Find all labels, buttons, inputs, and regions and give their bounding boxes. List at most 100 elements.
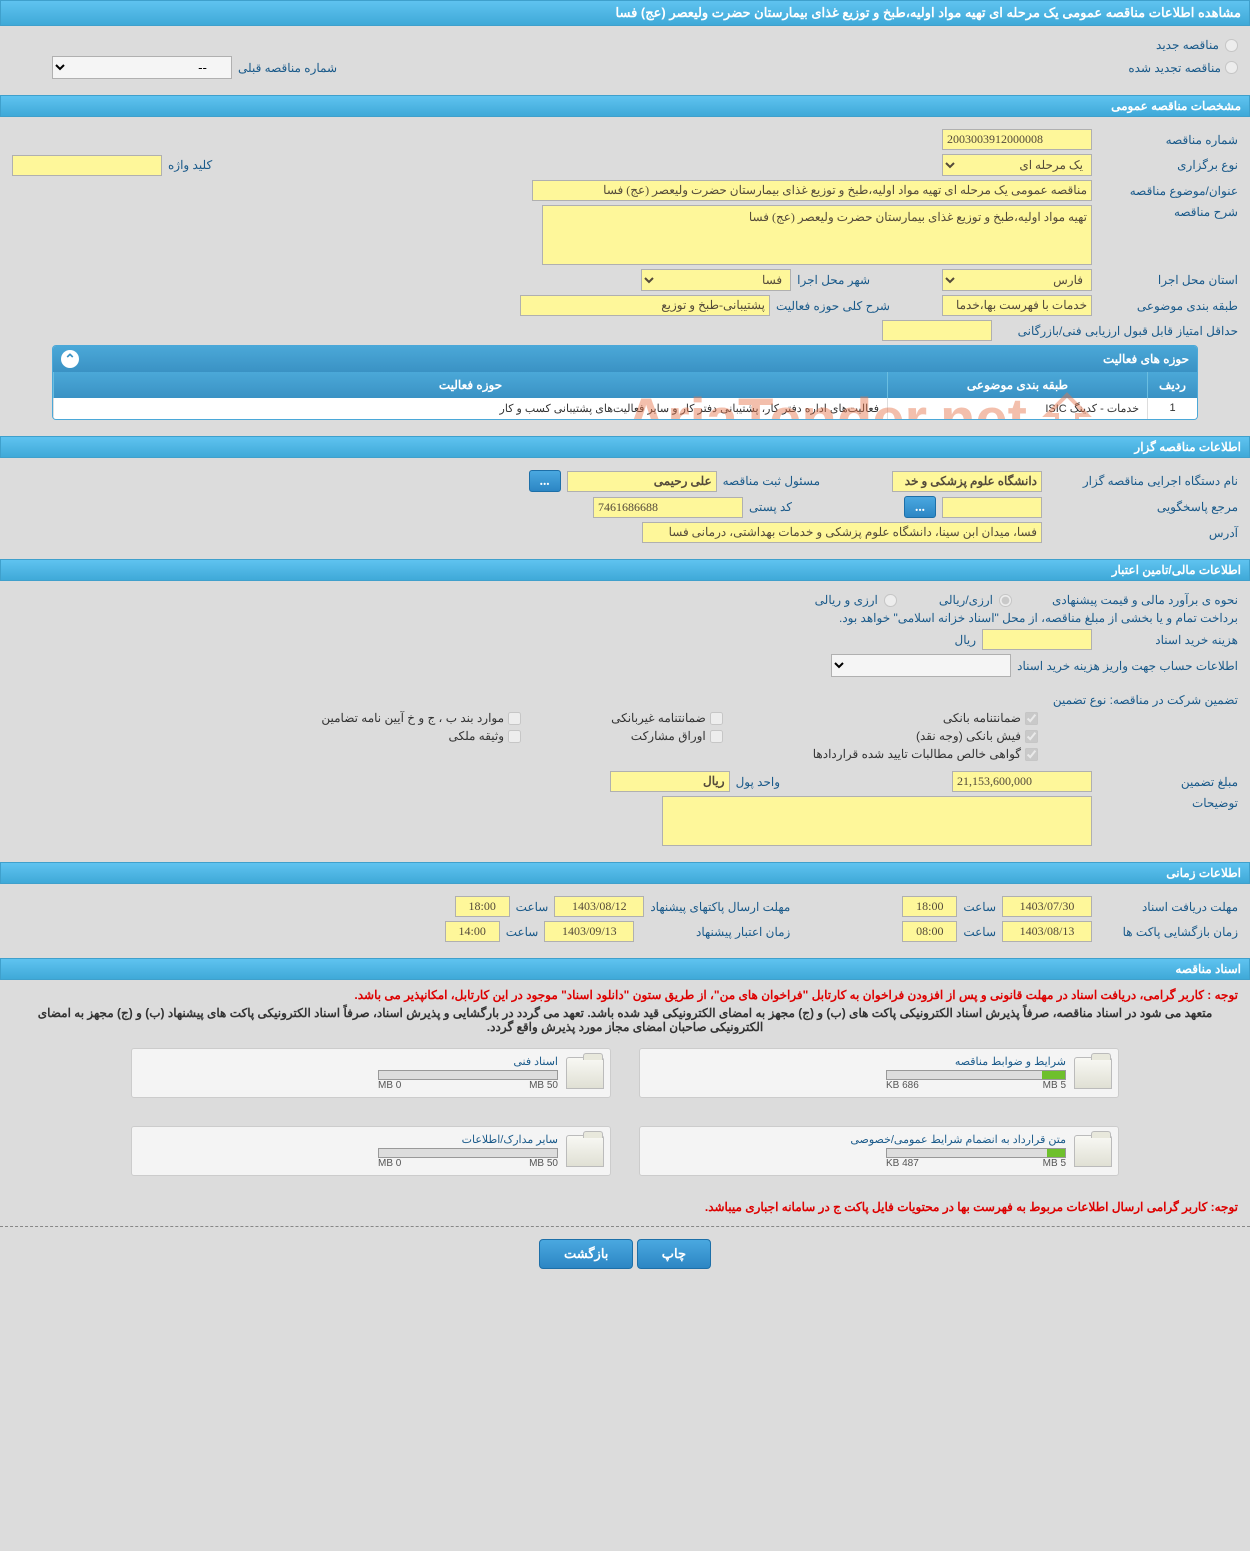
category-field bbox=[942, 295, 1092, 316]
g3: گواهی خالص مطالبات تایید شده قراردادها bbox=[813, 747, 1021, 761]
progress-bar bbox=[886, 1070, 1066, 1080]
radio-currency[interactable] bbox=[884, 594, 897, 607]
file-size: 5 MB487 KB bbox=[886, 1158, 1066, 1169]
reg-officer-field bbox=[567, 471, 717, 492]
g4: ضمانتنامه غیربانکی bbox=[611, 711, 706, 725]
radio-rial[interactable] bbox=[999, 594, 1012, 607]
radio-rial-label: ارزی/ریالی bbox=[939, 593, 993, 607]
print-button[interactable]: چاپ bbox=[637, 1239, 711, 1269]
category-label: طبقه بندی موضوعی bbox=[1098, 299, 1238, 313]
folder-icon bbox=[566, 1135, 604, 1167]
docs-note2: متعهد می شود در اسناد مناقصه، صرفاً پذیر… bbox=[12, 1006, 1238, 1034]
min-score-field[interactable] bbox=[882, 320, 992, 341]
open-date bbox=[1002, 921, 1092, 942]
section-financial: اطلاعات مالی/تامین اعتبار bbox=[0, 559, 1250, 581]
time-word-4: ساعت bbox=[506, 925, 539, 939]
keyword-label: کلید واژه bbox=[168, 158, 212, 172]
amount-label: مبلغ تضمین bbox=[1098, 775, 1238, 789]
check-g6[interactable] bbox=[508, 712, 521, 725]
more-button-2[interactable]: ... bbox=[904, 496, 936, 518]
tender-no-field bbox=[942, 129, 1092, 150]
file-name: شرایط و ضوابط مناقصه bbox=[646, 1055, 1066, 1068]
notes-label: توضیحات bbox=[1098, 796, 1238, 810]
section-documents: اسناد مناقصه bbox=[0, 958, 1250, 980]
file-card[interactable]: سایر مدارک/اطلاعات 50 MB0 MB bbox=[131, 1126, 611, 1176]
notes-field[interactable] bbox=[662, 796, 1092, 846]
open-time bbox=[902, 921, 957, 942]
page-title: مشاهده اطلاعات مناقصه عمومی یک مرحله ای … bbox=[0, 0, 1250, 26]
amount-field bbox=[952, 771, 1092, 792]
validity-time bbox=[445, 921, 500, 942]
activity-panel: حوزه های فعالیت ⌃ ردیف طبقه بندی موضوعی … bbox=[52, 345, 1198, 420]
g1: ضمانتنامه بانکی bbox=[943, 711, 1021, 725]
progress-bar bbox=[886, 1148, 1066, 1158]
desc-label: شرح مناقصه bbox=[1098, 205, 1238, 219]
col-scope: حوزه فعالیت bbox=[53, 372, 887, 398]
file-name: اسناد فنی bbox=[138, 1055, 558, 1068]
address-label: آدرس bbox=[1048, 526, 1238, 540]
province-label: استان محل اجرا bbox=[1098, 273, 1238, 287]
check-g2[interactable] bbox=[1025, 730, 1038, 743]
province-select[interactable]: فارس bbox=[942, 269, 1092, 291]
time-word-2: ساعت bbox=[516, 900, 549, 914]
file-card[interactable]: شرایط و ضوابط مناقصه 5 MB686 KB bbox=[639, 1048, 1119, 1098]
collapse-icon[interactable]: ⌃ bbox=[61, 350, 79, 368]
send-deadline-time bbox=[455, 896, 510, 917]
city-label: شهر محل اجرا bbox=[797, 273, 870, 287]
check-g7[interactable] bbox=[508, 730, 521, 743]
reg-officer-label: مسئول ثبت مناقصه bbox=[723, 474, 820, 488]
address-field bbox=[642, 522, 1042, 543]
check-g5[interactable] bbox=[710, 730, 723, 743]
time-word-1: ساعت bbox=[963, 900, 996, 914]
exec-field bbox=[892, 471, 1042, 492]
guarantee-label: تضمین شرکت در مناقصه: نوع تضمین bbox=[1038, 693, 1238, 707]
section-timing: اطلاعات زمانی bbox=[0, 862, 1250, 884]
file-card[interactable]: متن قرارداد به انضمام شرایط عمومی/خصوصی … bbox=[639, 1126, 1119, 1176]
progress-bar bbox=[378, 1070, 558, 1080]
radio-renewed-tender[interactable] bbox=[1225, 61, 1238, 74]
activity-scope-field bbox=[520, 295, 770, 316]
prev-number-select[interactable]: -- bbox=[52, 56, 232, 79]
cell-n: 1 bbox=[1147, 398, 1197, 419]
radio-new-label: مناقصه جدید bbox=[1156, 38, 1219, 52]
file-card[interactable]: اسناد فنی 50 MB0 MB bbox=[131, 1048, 611, 1098]
exec-label: نام دستگاه اجرایی مناقصه گزار bbox=[1048, 474, 1238, 488]
radio-new-tender[interactable] bbox=[1225, 39, 1238, 52]
check-g3[interactable] bbox=[1025, 748, 1038, 761]
section-organizer: اطلاعات مناقصه گزار bbox=[0, 436, 1250, 458]
pricing-method-label: نحوه ی برآورد مالی و قیمت پیشنهادی bbox=[1018, 593, 1238, 607]
g6: موارد بند ب ، ج و خ آیین نامه تضامین bbox=[321, 711, 504, 725]
hold-type-select[interactable]: یک مرحله ای bbox=[942, 154, 1092, 176]
open-label: زمان بازگشایی پاکت ها bbox=[1098, 925, 1238, 939]
folder-icon bbox=[566, 1057, 604, 1089]
prev-number-label: شماره مناقصه قبلی bbox=[238, 61, 337, 75]
tender-no-label: شماره مناقصه bbox=[1098, 133, 1238, 147]
g7: وثیقه ملکی bbox=[448, 729, 504, 743]
section-general: مشخصات مناقصه عمومی bbox=[0, 95, 1250, 117]
deadline-docs-date bbox=[1002, 896, 1092, 917]
col-row: ردیف bbox=[1147, 372, 1197, 398]
progress-bar bbox=[378, 1148, 558, 1158]
back-button[interactable]: بازگشت bbox=[539, 1239, 633, 1269]
file-size: 5 MB686 KB bbox=[886, 1080, 1066, 1091]
validity-label: زمان اعتبار پیشنهاد bbox=[640, 925, 790, 939]
postal-label: کد پستی bbox=[749, 500, 792, 514]
cell-scope: فعالیت‌های اداره دفتر کار، پشتیبانی دفتر… bbox=[53, 398, 887, 419]
city-select[interactable]: فسا bbox=[641, 269, 791, 291]
deadline-docs-time bbox=[902, 896, 957, 917]
more-button-1[interactable]: ... bbox=[529, 470, 561, 492]
docs-bottom-note: توجه: کاربر گرامی ارسال اطلاعات مربوط به… bbox=[12, 1200, 1238, 1214]
send-deadline-date bbox=[554, 896, 644, 917]
unit-label: واحد پول bbox=[736, 775, 780, 789]
account-select[interactable] bbox=[831, 654, 1011, 677]
doc-fee-field[interactable] bbox=[982, 629, 1092, 650]
unit-field bbox=[610, 771, 730, 792]
cell-class: خدمات - کدینگ ISIC bbox=[887, 398, 1147, 419]
folder-icon bbox=[1074, 1057, 1112, 1089]
doc-fee-label: هزینه خرید اسناد bbox=[1098, 633, 1238, 647]
check-g1[interactable] bbox=[1025, 712, 1038, 725]
check-g4[interactable] bbox=[710, 712, 723, 725]
keyword-field[interactable] bbox=[12, 155, 162, 176]
file-size: 50 MB0 MB bbox=[378, 1080, 558, 1091]
responder-field[interactable] bbox=[942, 497, 1042, 518]
